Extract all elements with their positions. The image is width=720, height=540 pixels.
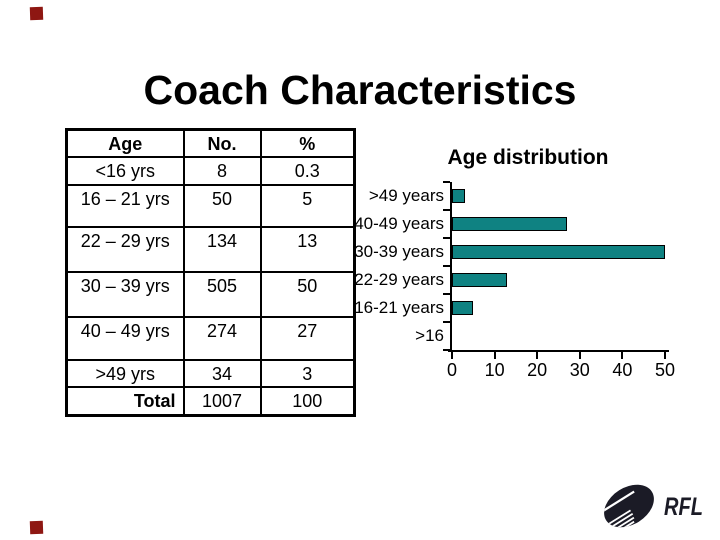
cell-no: 134 (182, 226, 262, 273)
table-row: 30 – 39 yrs 505 50 (65, 271, 356, 318)
chart-x-axis (448, 350, 669, 352)
x-axis-tick-label: 20 (527, 360, 548, 380)
x-axis-tick (536, 352, 539, 359)
cell-pct: 3 (259, 359, 356, 388)
chart-category-label: 40-49 years (354, 214, 444, 233)
cell-pct: 0.3 (259, 156, 356, 186)
x-axis-tick (664, 352, 666, 359)
cell-age: <16 yrs (65, 156, 185, 186)
x-axis-tick (621, 352, 624, 359)
total-label-cell: Total (65, 386, 185, 417)
x-axis-tick-label: 30 (569, 360, 590, 380)
chart-category-label: >49 years (368, 186, 444, 205)
cell-no: 34 (182, 359, 262, 388)
cell-age: 16 – 21 yrs (65, 184, 185, 228)
chart-category-label: 22-29 years (354, 270, 444, 289)
x-axis-tick (578, 352, 581, 359)
x-axis-tick (451, 352, 453, 359)
column-header-pct: % (259, 128, 356, 158)
cell-no: 274 (182, 316, 262, 361)
table-row: 22 – 29 yrs 134 13 (65, 226, 356, 273)
y-axis-tick (443, 209, 450, 211)
cell-age: >49 yrs (65, 359, 185, 388)
total-pct-cell: 100 (259, 386, 356, 417)
y-axis-tick (443, 181, 450, 183)
chart-title: Age distribution (447, 146, 609, 169)
rfl-logo: RFL (600, 484, 703, 534)
cell-pct: 13 (259, 226, 356, 273)
y-axis-tick (443, 237, 450, 239)
y-axis-tick (443, 321, 450, 323)
cell-age: 30 – 39 yrs (65, 271, 185, 318)
table-header-row: Age No. % (65, 128, 356, 158)
chart-bar (452, 273, 508, 287)
cell-no: 50 (182, 184, 262, 228)
table-row: >49 yrs 34 3 (65, 359, 356, 388)
cell-no: 8 (182, 156, 262, 186)
chart-category-label: 16-21 years (354, 298, 444, 317)
cell-pct: 50 (259, 271, 356, 318)
x-axis-tick-label: 40 (612, 360, 633, 380)
x-axis-tick-label: 50 (654, 360, 676, 380)
x-axis-tick-label: 10 (484, 360, 505, 380)
age-table-body: <16 yrs 8 0.3 16 – 21 yrs 50 5 22 – 29 yrs 134 1… (65, 156, 356, 388)
cell-pct: 27 (259, 316, 356, 361)
column-header-no: No. (182, 128, 262, 158)
age-table-header: Age No. % (65, 128, 356, 158)
chart-y-axis (450, 182, 452, 352)
chart-bar (452, 245, 665, 259)
y-axis-tick (443, 265, 450, 267)
cell-pct: 5 (259, 184, 356, 228)
x-axis-tick-label: 0 (446, 360, 457, 380)
age-table: Age No. % <16 yrs 8 0.3 16 – 21 yrs 50 5 22 – … (65, 128, 356, 417)
table-row: 16 – 21 yrs 50 5 (65, 184, 356, 228)
age-table-footer: Total 1007 100 (65, 386, 356, 417)
table-row: 40 – 49 yrs 274 27 (65, 316, 356, 361)
chart-bar (452, 189, 465, 203)
rfl-logo-text: RFL (664, 493, 703, 521)
cell-age: 22 – 29 yrs (65, 226, 185, 273)
column-header-age: Age (65, 128, 185, 158)
chart-category-label: 30-39 years (354, 242, 444, 261)
chart-bar (452, 217, 568, 231)
age-distribution-chart: Age distribution >49 years 40-49 years 30-… (350, 138, 700, 398)
corner-accent-top (29, 6, 44, 21)
table-row: <16 yrs 8 0.3 (65, 156, 356, 186)
cell-age: 40 – 49 yrs (65, 316, 185, 361)
cell-no: 505 (182, 271, 262, 318)
x-axis-tick (493, 352, 496, 359)
table-total-row: Total 1007 100 (65, 386, 356, 417)
y-axis-tick (443, 349, 450, 351)
corner-accent-bottom (29, 520, 44, 535)
rugby-ball-icon (600, 484, 654, 534)
chart-bar (452, 301, 474, 315)
y-axis-tick (443, 293, 450, 295)
chart-category-label: >16 (415, 326, 444, 345)
total-no-cell: 1007 (182, 386, 262, 417)
page-title: Coach Characteristics (143, 67, 577, 114)
